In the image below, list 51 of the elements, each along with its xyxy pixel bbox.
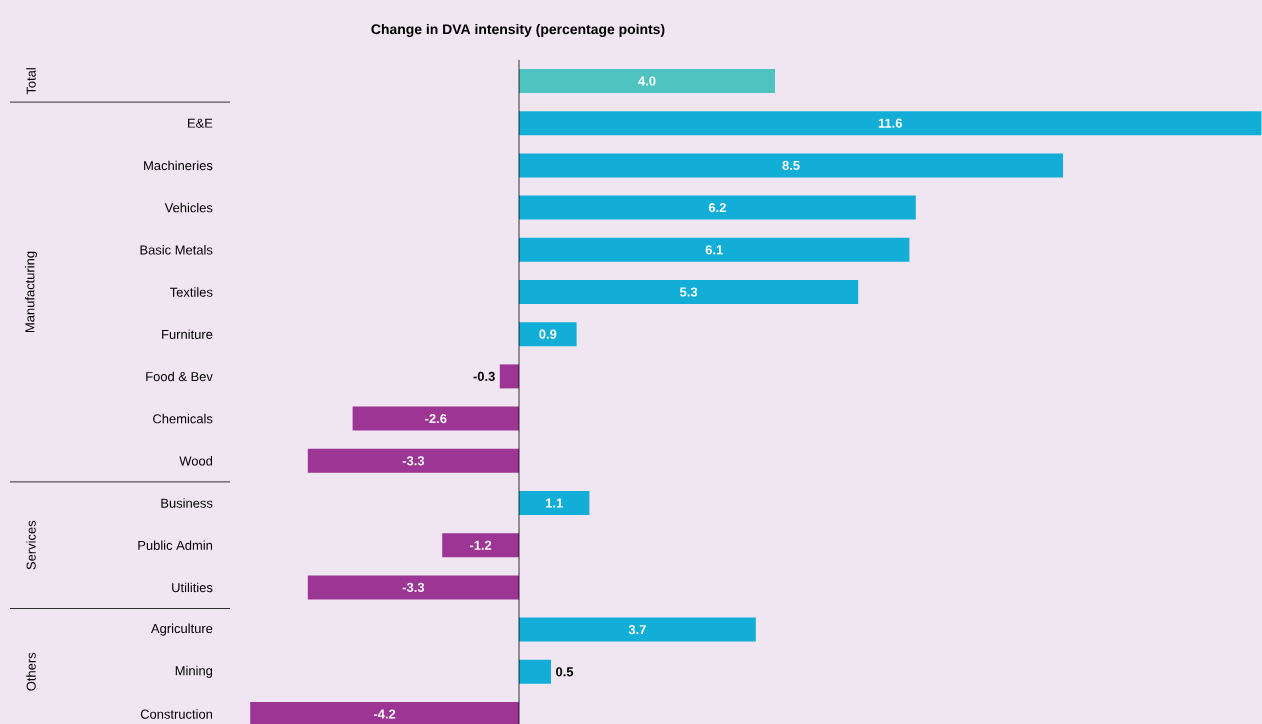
bar: [519, 491, 590, 516]
bar: [307, 575, 519, 600]
data-label: 11.6: [878, 118, 902, 128]
y-tick-label: Chemicals: [153, 413, 213, 424]
data-label: -2.6: [425, 414, 447, 424]
y-tick-label: Vehicles: [164, 202, 213, 213]
bar: [307, 448, 519, 473]
data-label: 0.9: [539, 329, 557, 339]
bar: [519, 617, 756, 642]
bar: [519, 280, 859, 304]
bar: [499, 364, 519, 389]
bar: [519, 195, 916, 220]
y-tick-label: Food & Bev: [146, 371, 213, 382]
bar: [519, 69, 776, 93]
data-label: 8.5: [782, 160, 800, 170]
bar: [519, 322, 577, 347]
bar: [442, 533, 519, 558]
text: Manufacturing: [24, 251, 38, 332]
chart-title: Change in DVA intensity (percentage points): [371, 23, 665, 37]
y-tick-label: Wood: [179, 456, 213, 466]
y-tick-label: Construction: [140, 709, 213, 719]
bar: [352, 406, 519, 431]
y-tick-label: Utilities: [172, 582, 213, 593]
data-label: 3.7: [628, 625, 646, 635]
y-tick-label: Business: [161, 498, 213, 508]
data-label: 6.2: [708, 203, 726, 213]
y-tick-label: Machineries: [144, 160, 213, 171]
bar: [519, 659, 552, 684]
y-tick-label: Basic Metals: [140, 245, 213, 255]
bar: [519, 153, 1064, 178]
bar: [519, 111, 1262, 136]
y-tick-label: Textiles: [170, 287, 213, 297]
data-label: -3.3: [402, 582, 425, 592]
y-tick-label: Public Admin: [138, 540, 213, 550]
y-tick-label: Furniture: [162, 329, 213, 339]
data-label: 0.5: [556, 667, 574, 677]
bar: [519, 237, 910, 262]
text: Others: [26, 652, 36, 691]
y-tick-label: Agriculture: [151, 623, 213, 636]
y-tick-label: Mining: [175, 665, 213, 678]
data-label: -3.3: [402, 456, 425, 466]
data-label: 5.3: [680, 287, 698, 297]
data-label: -4.2: [373, 709, 396, 719]
y-tick-label: E&E: [188, 118, 213, 128]
data-label: -0.3: [473, 371, 495, 381]
text: Total: [26, 68, 36, 95]
data-label: 1.1: [546, 498, 563, 508]
data-label: 6.1: [705, 245, 723, 255]
data-label: 4.0: [638, 76, 656, 86]
text: Services: [26, 520, 36, 570]
data-label: -1.2: [469, 540, 492, 550]
